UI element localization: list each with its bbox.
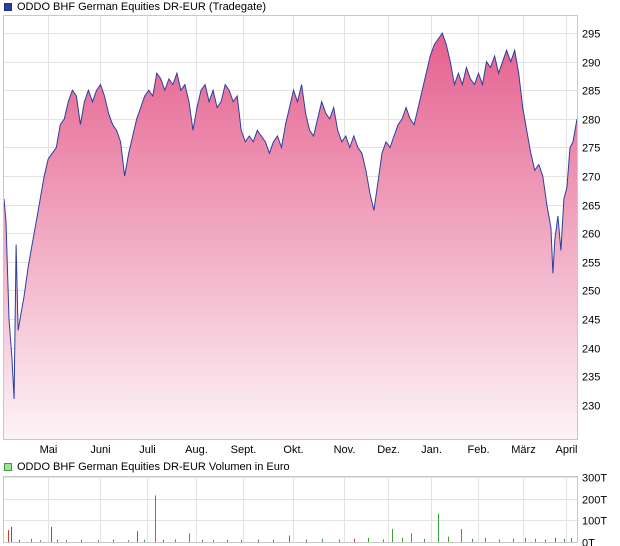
price-y-tick-label: 280: [582, 115, 600, 127]
price-y-tick-label: 235: [582, 372, 600, 384]
x-tick-label: Juli: [139, 444, 156, 456]
x-tick-label: Jan.: [421, 444, 442, 456]
price-legend: ODDO BHF German Equities DR-EUR (Tradega…: [4, 0, 266, 14]
price-y-tick-label: 240: [582, 344, 600, 356]
volume-legend: ODDO BHF German Equities DR-EUR Volumen …: [4, 460, 290, 474]
price-y-tick-label: 270: [582, 172, 600, 184]
volume-legend-label: ODDO BHF German Equities DR-EUR Volumen …: [17, 461, 290, 473]
price-area: [4, 33, 577, 439]
volume-legend-swatch: [4, 463, 12, 471]
price-y-tick-label: 250: [582, 286, 600, 298]
x-tick-label: Okt.: [283, 444, 303, 456]
price-y-tick-label: 295: [582, 29, 600, 41]
x-tick-label: Sept.: [231, 444, 257, 456]
price-line: [3, 32, 578, 400]
x-tick-label: März: [511, 444, 535, 456]
price-y-tick-label: 285: [582, 86, 600, 98]
x-tick-label: Mai: [40, 444, 58, 456]
x-tick-label: Dez.: [377, 444, 400, 456]
price-y-axis: 230 235 240 245 250 255 260 265 270 275 280 285 290 2…: [582, 29, 600, 413]
price-y-tick-label: 260: [582, 229, 600, 241]
x-tick-label: April: [555, 444, 577, 456]
x-tick-label: Feb.: [467, 444, 489, 456]
x-tick-label: Nov.: [334, 444, 356, 456]
price-plot-frame: [3, 15, 578, 440]
price-y-tick-label: 255: [582, 258, 600, 270]
x-tick-label: Aug.: [185, 444, 208, 456]
x-tick-label: Juni: [90, 444, 110, 456]
price-y-tick-label: 230: [582, 401, 600, 413]
price-y-tick-label: 275: [582, 143, 600, 155]
price-legend-swatch: [4, 3, 12, 11]
price-x-axis: Mai Juni Juli Aug. Sept. Okt. Nov. Dez. Jan. Feb.…: [40, 444, 578, 456]
price-y-tick-label: 245: [582, 315, 600, 327]
price-legend-label: ODDO BHF German Equities DR-EUR (Tradega…: [17, 1, 266, 13]
price-y-tick-label: 290: [582, 58, 600, 70]
price-y-tick-label: 265: [582, 201, 600, 213]
